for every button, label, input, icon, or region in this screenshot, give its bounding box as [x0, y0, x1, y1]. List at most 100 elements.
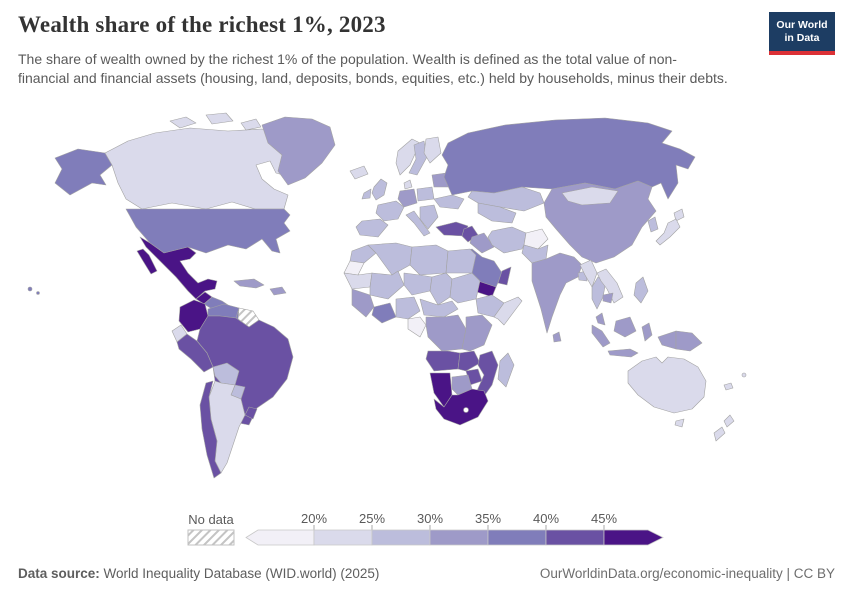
country-mauritania[interactable]: [343, 272, 373, 290]
country-somalia[interactable]: [493, 296, 523, 326]
country-west-africa[interactable]: [351, 288, 375, 318]
country-australia[interactable]: [627, 356, 707, 414]
country-sumatra[interactable]: [591, 324, 611, 348]
country-japan-honshu[interactable]: [655, 218, 681, 246]
legend-segment-5[interactable]: [545, 529, 605, 546]
country-sweden[interactable]: [408, 140, 428, 176]
country-fiji[interactable]: [741, 372, 747, 378]
country-oman[interactable]: [497, 266, 512, 286]
country-italy[interactable]: [405, 210, 431, 237]
country-baja[interactable]: [136, 248, 158, 275]
country-denmark[interactable]: [403, 179, 413, 190]
country-philippines[interactable]: [633, 276, 649, 304]
country-hispaniola[interactable]: [269, 286, 287, 296]
legend-no-data-swatch[interactable]: [187, 529, 235, 546]
country-myanmar[interactable]: [579, 259, 598, 288]
country-western-sahara[interactable]: [343, 260, 365, 276]
country-greenland[interactable]: [261, 116, 336, 186]
map-legend: No data 20% 25% 30% 35% 40% 45%: [0, 510, 850, 560]
country-sudan[interactable]: [449, 272, 481, 304]
country-ukraine[interactable]: [433, 194, 465, 210]
country-tasmania[interactable]: [674, 418, 685, 428]
country-iberia[interactable]: [355, 218, 389, 238]
country-mali[interactable]: [369, 270, 405, 300]
country-malaysia[interactable]: [595, 312, 606, 326]
legend-tick-label: 20%: [301, 511, 327, 526]
country-arctic-island[interactable]: [205, 112, 234, 125]
country-india[interactable]: [531, 252, 583, 334]
footer-right: OurWorldinData.org/economic-inequality |…: [540, 566, 835, 581]
data-source: Data source: World Inequality Database (…: [18, 566, 379, 581]
country-west-papua[interactable]: [657, 330, 677, 350]
country-mexico[interactable]: [139, 236, 218, 300]
country-gabon-congo[interactable]: [407, 316, 427, 338]
country-uk[interactable]: [371, 178, 388, 201]
country-madagascar[interactable]: [497, 352, 515, 388]
country-cuba[interactable]: [233, 278, 265, 289]
country-new-zealand-north[interactable]: [723, 414, 735, 428]
country-norway[interactable]: [395, 138, 421, 176]
country-arctic-island[interactable]: [169, 116, 197, 129]
country-new-zealand-south[interactable]: [713, 426, 726, 442]
country-hawaii[interactable]: [27, 286, 33, 292]
country-chile[interactable]: [199, 380, 222, 479]
legend-segment-3[interactable]: [429, 529, 489, 546]
country-niger[interactable]: [403, 272, 433, 296]
country-hawaii[interactable]: [36, 291, 40, 295]
country-mongolia[interactable]: [561, 186, 619, 206]
country-south-africa[interactable]: [433, 388, 489, 426]
legend-tick-label: 25%: [359, 511, 385, 526]
country-ireland[interactable]: [361, 188, 372, 200]
country-iraq[interactable]: [469, 232, 495, 254]
country-iceland[interactable]: [349, 165, 369, 180]
country-zambia[interactable]: [457, 350, 481, 372]
country-france[interactable]: [375, 200, 405, 222]
legend-tick-label: 30%: [417, 511, 443, 526]
country-cote-divoire-ghana[interactable]: [371, 302, 397, 324]
country-lesotho[interactable]: [463, 407, 469, 413]
country-sulawesi[interactable]: [641, 322, 653, 342]
legend-segment-2[interactable]: [371, 529, 431, 546]
country-laos-vietnam[interactable]: [596, 268, 624, 304]
owid-link[interactable]: OurWorldinData.org/economic-inequality: [539, 566, 783, 581]
country-cambodia[interactable]: [602, 292, 614, 304]
country-chad[interactable]: [429, 272, 453, 306]
country-libya[interactable]: [409, 244, 449, 276]
country-finland[interactable]: [423, 136, 442, 164]
country-iran[interactable]: [487, 226, 527, 254]
country-nigeria[interactable]: [395, 296, 421, 320]
country-sri-lanka[interactable]: [552, 331, 562, 343]
legend-segment-6[interactable]: [603, 529, 664, 546]
country-uruguay[interactable]: [244, 406, 258, 420]
country-arctic-island[interactable]: [240, 118, 262, 131]
country-kenya-tanzania[interactable]: [461, 314, 493, 352]
country-central-asia[interactable]: [477, 202, 517, 224]
country-borneo[interactable]: [613, 316, 637, 338]
country-south-korea[interactable]: [647, 216, 659, 233]
legend-segment-1[interactable]: [313, 529, 373, 546]
country-morocco[interactable]: [349, 244, 377, 264]
country-algeria[interactable]: [367, 242, 413, 276]
data-source-text: World Inequality Database (WID.world) (2…: [99, 566, 380, 581]
country-balkans[interactable]: [419, 204, 439, 230]
country-dr-congo[interactable]: [425, 314, 467, 352]
country-java[interactable]: [607, 348, 639, 358]
owid-logo[interactable]: Our World in Data: [769, 12, 835, 56]
legend-segment-4[interactable]: [487, 529, 547, 546]
country-egypt[interactable]: [445, 248, 477, 274]
country-germany-central-europe[interactable]: [397, 188, 418, 208]
country-japan-hokkaido[interactable]: [673, 208, 685, 222]
legend-tick-label: 35%: [475, 511, 501, 526]
legend-no-data-label: No data: [188, 512, 234, 527]
country-afghanistan[interactable]: [523, 228, 549, 250]
country-angola[interactable]: [425, 350, 461, 372]
legend-segment-0[interactable]: [245, 529, 315, 546]
country-poland[interactable]: [416, 186, 435, 202]
country-papua-new-guinea[interactable]: [675, 330, 703, 352]
country-alaska[interactable]: [54, 148, 113, 196]
legend-svg: No data 20% 25% 30% 35% 40% 45%: [187, 511, 664, 546]
country-new-caledonia[interactable]: [723, 382, 734, 391]
country-kazakhstan[interactable]: [467, 186, 545, 212]
country-canada[interactable]: [104, 127, 297, 210]
country-cameroon-car[interactable]: [419, 298, 459, 318]
